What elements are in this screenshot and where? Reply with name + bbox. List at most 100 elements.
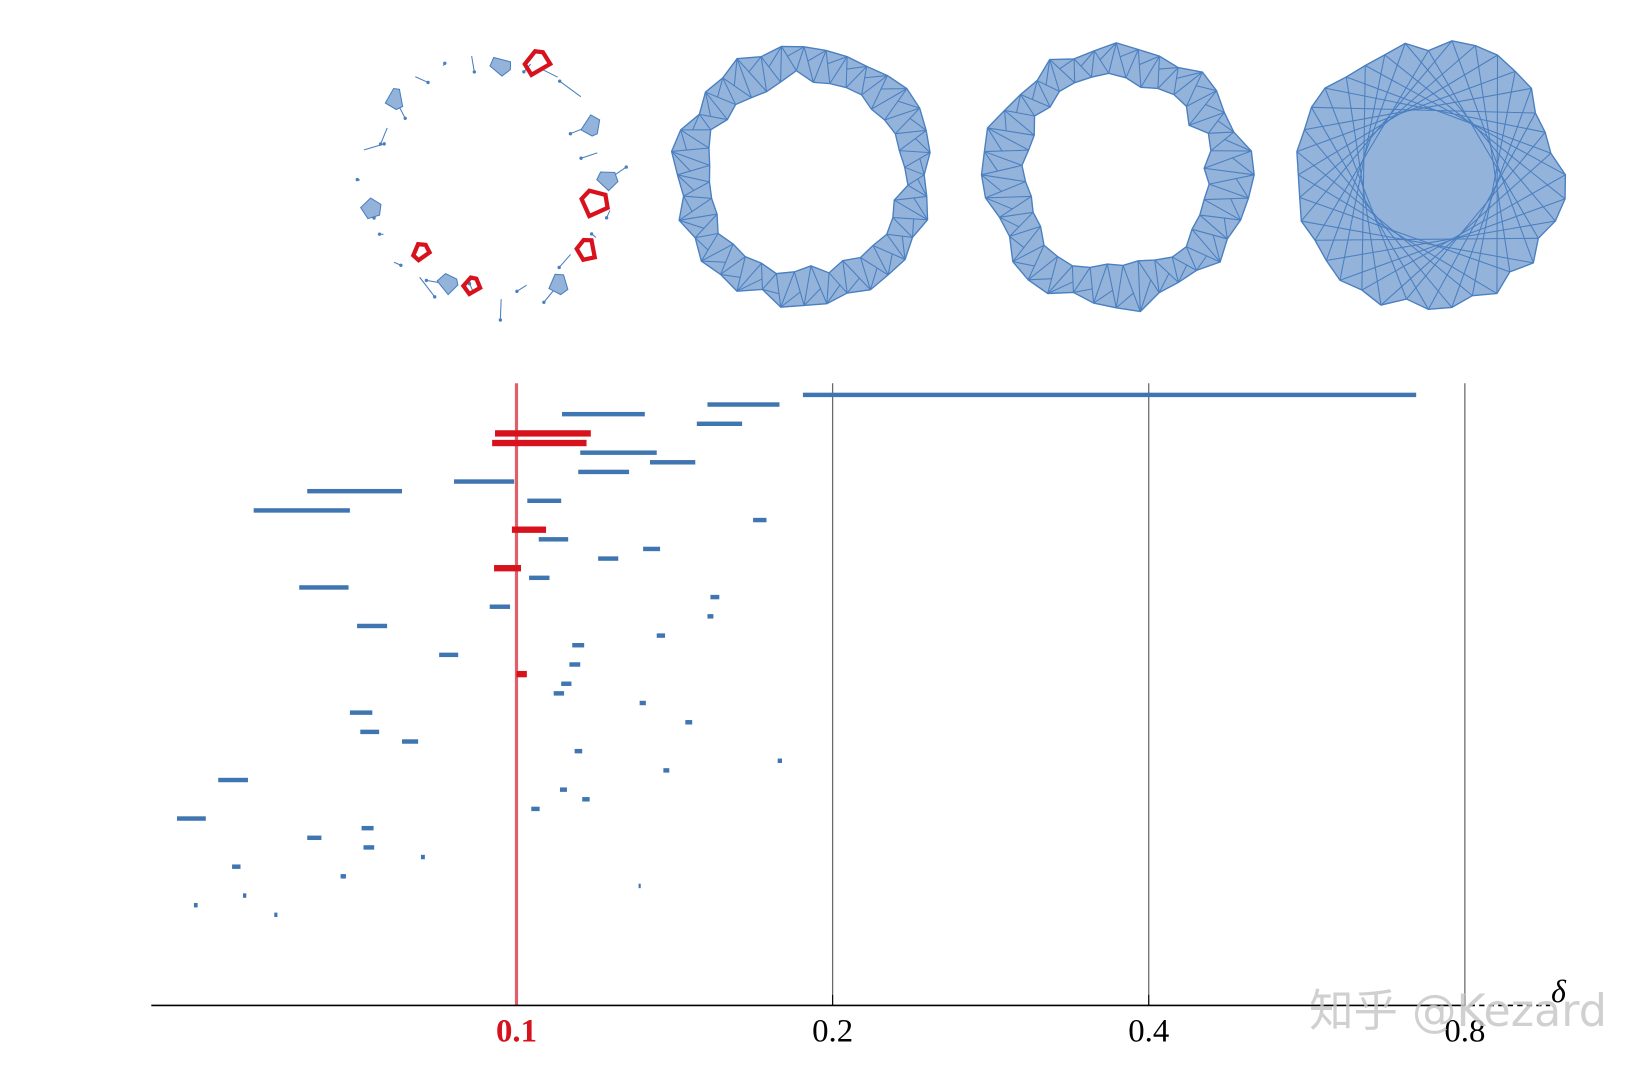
complex-piece — [548, 273, 569, 296]
complex-edge — [559, 80, 582, 98]
complex-edge — [1139, 55, 1160, 66]
x-tick-label: 0.2 — [812, 1013, 853, 1049]
complex-edge — [1380, 152, 1552, 306]
bar — [243, 893, 247, 898]
vertex — [579, 156, 583, 160]
complex-edge — [893, 199, 928, 221]
bar — [643, 546, 661, 552]
bar — [578, 469, 630, 475]
complex-edge — [1012, 226, 1041, 262]
complex-edge — [683, 181, 710, 197]
complex-piece — [489, 56, 512, 77]
complex-edge — [1099, 42, 1117, 61]
complex-edge — [671, 147, 710, 152]
bar — [685, 720, 693, 725]
vertex — [515, 289, 519, 294]
complex-edge — [1036, 80, 1060, 92]
complex-edge — [826, 284, 841, 304]
complex-edge — [1304, 87, 1532, 131]
bar — [582, 797, 590, 802]
complex-edge — [860, 257, 889, 276]
complex-edge — [1154, 260, 1160, 293]
complex-edge — [861, 66, 868, 95]
complex-edge — [748, 56, 762, 73]
complex-edge — [1089, 267, 1095, 304]
bar — [598, 556, 619, 561]
complex-edge — [683, 195, 712, 199]
complex-edge — [859, 257, 871, 290]
complex-edge — [781, 46, 797, 71]
complex-edge — [985, 181, 1026, 199]
x-tick-label: 0.1 — [496, 1013, 537, 1049]
bar — [580, 450, 657, 455]
complex-edge — [1186, 246, 1221, 263]
complex-edge — [803, 46, 814, 83]
complex-edge — [760, 263, 763, 290]
cycle-highlight — [579, 188, 611, 219]
complex-edge — [419, 276, 436, 298]
complex-edge — [1314, 50, 1429, 241]
complex-edge — [679, 213, 718, 221]
complex-edge — [1009, 235, 1025, 248]
complex-edge — [907, 174, 925, 186]
bar — [299, 585, 349, 590]
bar — [529, 575, 550, 581]
complex-edge — [1209, 183, 1249, 199]
complex-edge — [1217, 120, 1235, 133]
complex-edge — [1139, 279, 1152, 312]
complex-edge — [700, 233, 719, 262]
complex-edge — [671, 150, 710, 166]
complex-edge — [1154, 259, 1179, 283]
bar — [663, 768, 670, 773]
x-axis-label: δ — [1551, 974, 1567, 1009]
complex-edge — [701, 260, 726, 263]
complex-edge — [1471, 71, 1516, 296]
complex-edge — [846, 277, 860, 294]
complex-edge — [803, 288, 821, 306]
complex-edge — [981, 174, 1002, 192]
bar — [639, 700, 646, 706]
complex-edge — [1212, 234, 1221, 263]
complex-piece — [596, 171, 619, 192]
complex-edge — [1137, 260, 1160, 293]
complexes — [355, 40, 1567, 322]
bar — [527, 498, 562, 504]
complex-edge — [1299, 197, 1511, 273]
complex-edge — [827, 56, 848, 65]
complex-edge — [828, 272, 848, 294]
vertex — [403, 116, 407, 120]
complex-edge — [987, 127, 1029, 151]
bar — [176, 816, 206, 821]
complex-edge — [842, 260, 871, 291]
barcode-chart: 0.1 0.2 0.4 0.8 — [151, 383, 1551, 1049]
complex-edge — [717, 77, 724, 98]
vertex — [399, 263, 403, 267]
bar — [274, 912, 278, 918]
complex-edge — [1115, 265, 1124, 308]
bar — [511, 526, 547, 533]
bar — [420, 854, 425, 860]
complex-edge — [1186, 90, 1217, 107]
complex-edge — [1016, 94, 1022, 113]
complex-fill — [670, 45, 931, 308]
complex-edge — [909, 117, 927, 131]
vertex — [426, 80, 430, 85]
complex-edge — [698, 114, 712, 131]
complex-edge — [1020, 94, 1035, 117]
complex-edge — [1073, 58, 1092, 78]
vertex — [432, 295, 437, 299]
bar — [802, 392, 1417, 398]
complex-edge — [1384, 54, 1566, 200]
bar — [753, 517, 767, 523]
complex-edge — [541, 68, 558, 78]
complex-edge — [736, 58, 753, 98]
bar — [193, 902, 198, 908]
complex-edge — [1326, 220, 1556, 261]
complex-edge — [812, 50, 827, 83]
complex-edge — [1027, 256, 1058, 281]
complex-edge — [1004, 109, 1035, 117]
cycle-highlight — [410, 241, 433, 263]
complex-edge — [760, 56, 781, 83]
complex-edge — [694, 213, 718, 239]
complex-edge — [983, 151, 999, 172]
